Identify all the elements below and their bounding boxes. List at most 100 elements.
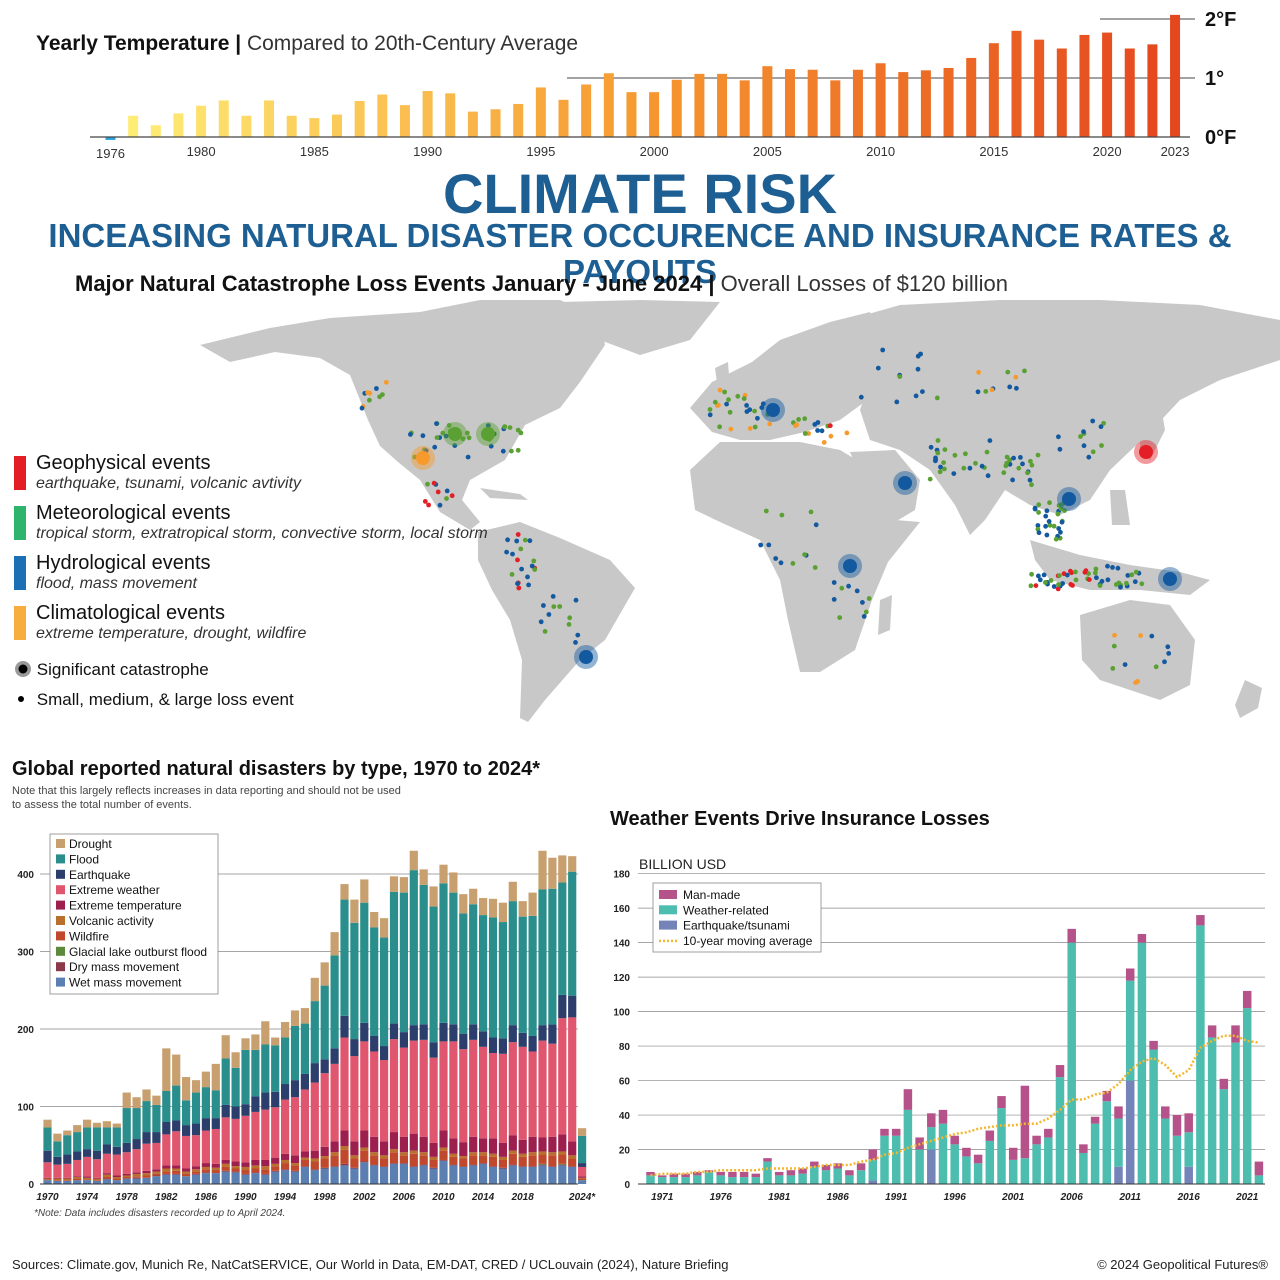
disasters-bar-2023-wildfire — [568, 1158, 577, 1167]
disasters-chart-footnote: *Note: Data includes disasters recorded … — [34, 1208, 286, 1219]
disasters-bar-1999-flood — [330, 955, 339, 1049]
insurance-y-label: 160 — [613, 904, 630, 915]
disasters-bar-1987-volcanic-activity — [211, 1167, 220, 1171]
disasters-bar-2002-drought — [360, 879, 369, 903]
disasters-bar-1996-dry-mass-movement — [300, 1166, 309, 1167]
disasters-bar-1990-flood — [241, 1049, 250, 1105]
disasters-bar-2010-earthquake — [439, 1022, 448, 1042]
disasters-bar-1982-dry-mass-movement — [162, 1173, 171, 1175]
disasters-legend-swatch — [56, 900, 65, 910]
disasters-bar-1997-flood — [310, 1001, 319, 1064]
disasters-bar-1970-wildfire — [43, 1179, 52, 1181]
disasters-bar-1976-earthquake — [102, 1144, 111, 1154]
disasters-bar-1978-volcanic-activity — [122, 1175, 131, 1178]
disasters-bar-1999-wildfire — [330, 1155, 339, 1167]
land-japan — [1140, 400, 1165, 460]
disasters-bar-1980-volcanic-activity — [142, 1173, 151, 1176]
disasters-bar-1976-extreme-weather — [102, 1153, 111, 1174]
disasters-bar-1997-wet-mass-movement — [310, 1170, 319, 1184]
event-dot — [519, 566, 524, 572]
event-dot — [707, 412, 713, 418]
disasters-bar-2018-wet-mass-movement — [518, 1166, 527, 1184]
disasters-bar-1999-extreme-weather — [330, 1063, 339, 1142]
disasters-bar-1998-earthquake — [320, 1059, 329, 1074]
event-dot — [1078, 434, 1083, 439]
disasters-bar-2021-volcanic-activity — [548, 1152, 557, 1156]
legend-meteorological-label: Meteorological events — [36, 502, 231, 524]
legend-hydrological-swatch — [14, 556, 26, 590]
event-dot — [1048, 578, 1054, 583]
event-dot — [918, 351, 923, 357]
event-dot — [747, 426, 753, 431]
temp-bar-1987 — [354, 101, 365, 137]
disasters-bar-1998-drought — [320, 962, 329, 986]
disasters-bar-1973-extreme-weather — [73, 1159, 82, 1177]
disasters-bar-2010-flood — [439, 883, 448, 1023]
disasters-bar-1993-earthquake — [271, 1091, 280, 1108]
temp-bar-2012 — [920, 70, 931, 137]
insurance-bar-1991-man-made — [891, 1128, 901, 1136]
insurance-x-label: 1996 — [944, 1192, 967, 1203]
legend-hydrological-desc: flood, mass movement — [36, 575, 197, 592]
significant-marker-icon — [15, 661, 31, 677]
event-dot — [1110, 565, 1115, 570]
event-dot — [1073, 569, 1078, 575]
insurance-bar-1995-man-made — [938, 1109, 948, 1124]
event-dot — [744, 403, 749, 408]
event-dot — [1093, 570, 1098, 576]
land-cuba — [480, 488, 528, 500]
disasters-bar-1970-drought — [43, 1119, 52, 1128]
disasters-bar-1988-volcanic-activity — [221, 1163, 230, 1167]
temp-bar-1978 — [150, 125, 161, 137]
event-dot — [1033, 583, 1039, 588]
disasters-bar-2022-extreme-temperature — [558, 1134, 567, 1152]
insurance-bar-1978-man-made — [739, 1171, 749, 1178]
disasters-bar-2001-dry-mass-movement — [350, 1167, 359, 1169]
insurance-y-label: 0 — [624, 1180, 630, 1191]
disasters-bar-1974-volcanic-activity — [83, 1177, 92, 1180]
disasters-bar-1989-wet-mass-movement — [231, 1172, 240, 1184]
event-dot — [1122, 662, 1128, 667]
event-dot — [500, 448, 506, 454]
disasters-bar-1973-wet-mass-movement — [73, 1180, 82, 1184]
disasters-bar-2024*-extreme-weather — [578, 1166, 587, 1177]
event-dot — [550, 594, 556, 599]
temp-x-label: 1976 — [96, 146, 125, 161]
insurance-bar-2006-weather-related — [1067, 942, 1076, 1184]
event-dot — [538, 619, 544, 625]
disasters-bar-2006-wildfire — [399, 1155, 408, 1164]
disasters-bar-1999-extreme-temperature — [330, 1141, 339, 1153]
disasters-bar-1986-flood — [201, 1087, 210, 1119]
event-dot — [1025, 470, 1030, 476]
insurance-legend-label: Earthquake/tsunami — [683, 919, 790, 933]
event-dot — [1149, 633, 1155, 639]
insurance-bar-2003-weather-related — [1032, 1144, 1041, 1184]
disasters-bar-1972-extreme-weather — [63, 1163, 72, 1178]
disasters-bar-2016-drought — [498, 902, 507, 923]
insurance-bar-2013-weather-related — [1149, 1049, 1158, 1184]
disasters-bar-1971-flood — [53, 1141, 62, 1157]
disasters-bar-1981-drought — [152, 1095, 161, 1105]
insurance-bar-2008-weather-related — [1090, 1123, 1100, 1184]
disasters-bar-2011-wet-mass-movement — [449, 1165, 458, 1184]
insurance-bar-2015-man-made — [1172, 1115, 1182, 1136]
disasters-bar-1983-drought — [172, 1054, 181, 1086]
disasters-bar-1991-wildfire — [251, 1168, 260, 1173]
disasters-bar-2014-drought — [479, 898, 488, 916]
event-dot — [1056, 582, 1061, 587]
disasters-bar-1987-wildfire — [211, 1170, 220, 1174]
disasters-bar-2004-wet-mass-movement — [380, 1166, 389, 1184]
event-dot — [985, 473, 991, 479]
event-dot — [989, 387, 995, 393]
disasters-bar-2013-flood — [469, 904, 478, 1025]
insurance-bar-2000-weather-related — [997, 1108, 1006, 1184]
disasters-x-label: 1994 — [274, 1192, 297, 1203]
disasters-bar-1987-wet-mass-movement — [211, 1173, 220, 1184]
disasters-bar-1973-wildfire — [73, 1178, 82, 1181]
temp-bar-2011 — [898, 72, 909, 137]
event-dot — [717, 424, 722, 430]
legend-climatological-swatch — [14, 606, 26, 640]
insurance-bar-1977-man-made — [728, 1171, 737, 1178]
insurance-bar-1994-earthquake-tsunami — [927, 1149, 936, 1184]
